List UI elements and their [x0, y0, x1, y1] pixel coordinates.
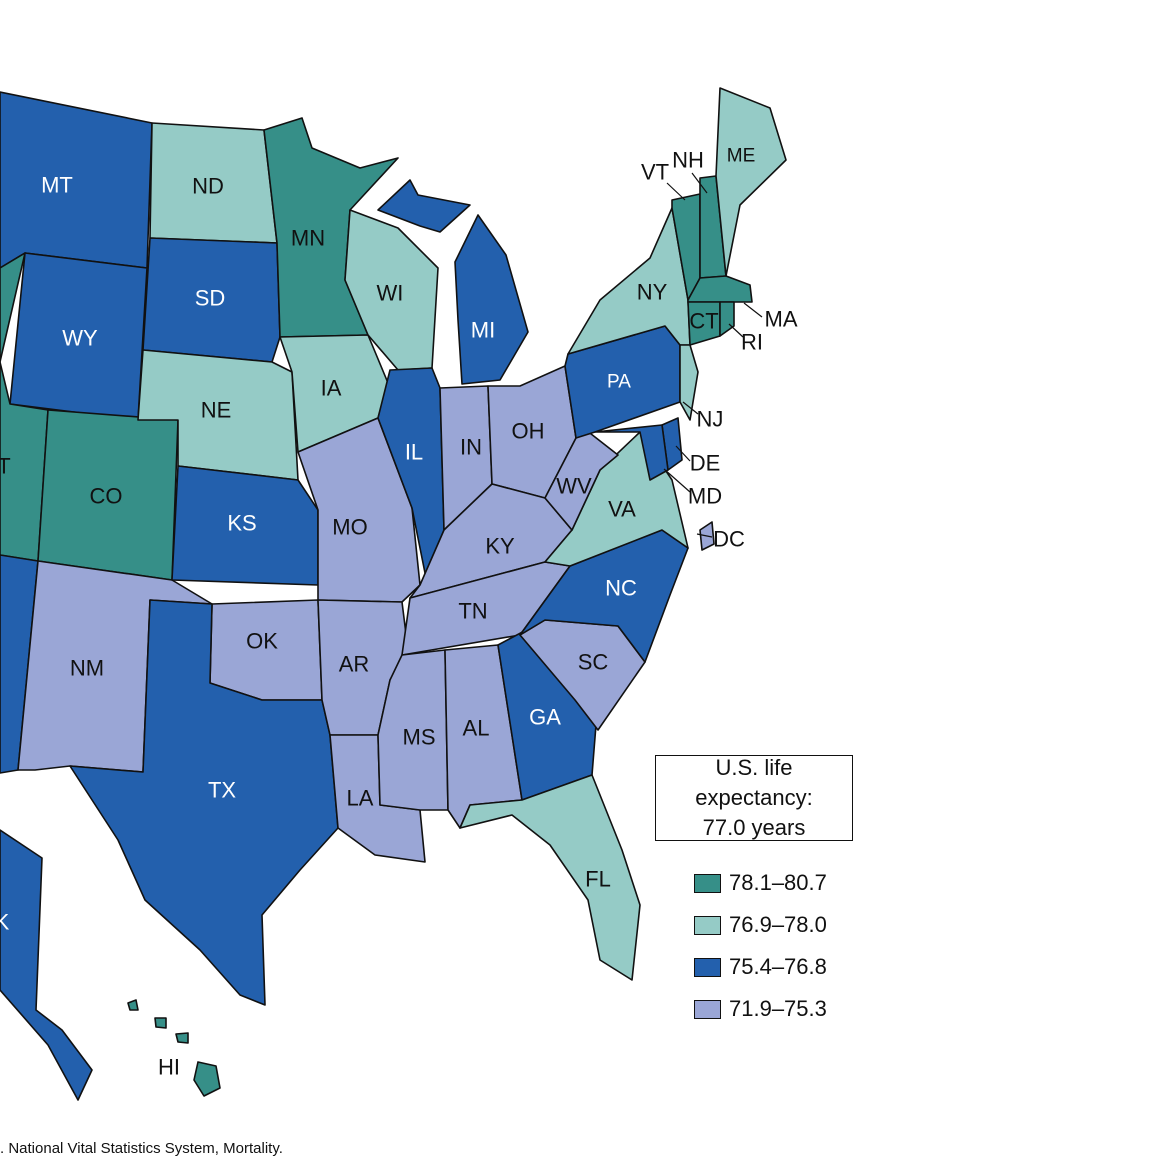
- label-me: ME: [727, 146, 756, 167]
- label-ct: CT: [689, 309, 718, 334]
- legend-label: 78.1–80.7: [729, 870, 827, 895]
- state-tx: [69, 599, 339, 1006]
- label-de: DE: [690, 451, 721, 476]
- state-ri: [719, 301, 735, 337]
- label-co: CO: [90, 484, 123, 509]
- label-nj: NJ: [697, 407, 724, 432]
- label-oh: OH: [512, 419, 545, 444]
- label-ut: T: [0, 454, 11, 479]
- label-nd: ND: [192, 174, 224, 199]
- legend-label: 75.4–76.8: [729, 954, 827, 979]
- label-mt: MT: [41, 173, 73, 198]
- legend-item: 71.9–75.3: [694, 988, 827, 1030]
- legend: 78.1–80.7 76.9–78.0 75.4–76.8 71.9–75.3: [694, 862, 827, 1030]
- state-ny: [567, 207, 691, 355]
- legend-swatch: [694, 957, 721, 977]
- state-hi-3: [175, 1032, 189, 1044]
- label-il: IL: [405, 440, 423, 465]
- label-ia: IA: [321, 376, 342, 401]
- label-al: AL: [463, 716, 490, 741]
- label-tx: TX: [208, 778, 236, 803]
- label-ak: K: [0, 910, 10, 935]
- label-nm: NM: [70, 656, 104, 681]
- state-id: [0, 252, 26, 363]
- summary-value: 77.0 years: [702, 815, 806, 840]
- label-mo: MO: [332, 515, 367, 540]
- legend-label: 71.9–75.3: [729, 996, 827, 1021]
- label-la: LA: [347, 786, 374, 811]
- label-wi: WI: [377, 281, 404, 306]
- state-mi-up: [377, 179, 471, 233]
- label-mn: MN: [291, 226, 325, 251]
- state-hi-2: [154, 1017, 167, 1029]
- label-hi: HI: [158, 1055, 180, 1080]
- label-mi: MI: [471, 318, 495, 343]
- state-fl: [459, 774, 641, 981]
- label-va: VA: [608, 497, 636, 522]
- legend-item: 75.4–76.8: [694, 946, 827, 988]
- label-pa: PA: [607, 372, 631, 393]
- label-dc: DC: [713, 527, 745, 552]
- legend-item: 78.1–80.7: [694, 862, 827, 904]
- label-in: IN: [460, 435, 482, 460]
- legend-item: 76.9–78.0: [694, 904, 827, 946]
- label-md: MD: [688, 484, 722, 509]
- label-sc: SC: [578, 650, 609, 675]
- state-sd: [142, 237, 281, 363]
- label-ok: OK: [246, 629, 278, 654]
- legend-swatch: [694, 873, 721, 893]
- label-ms: MS: [403, 725, 436, 750]
- state-me: [715, 87, 787, 277]
- label-ar: AR: [339, 652, 370, 677]
- state-md: [594, 424, 669, 481]
- state-mt: [0, 91, 153, 269]
- label-ne: NE: [201, 398, 232, 423]
- label-nc: NC: [605, 576, 637, 601]
- summary-title: U.S. life expectancy:: [695, 755, 813, 810]
- state-hi-4: [193, 1061, 221, 1097]
- label-wv: WV: [556, 474, 592, 499]
- label-fl: FL: [585, 867, 611, 892]
- state-nj: [679, 344, 699, 421]
- label-ks: KS: [227, 511, 256, 536]
- label-wy: WY: [62, 326, 98, 351]
- label-tn: TN: [458, 599, 487, 624]
- state-hi-1: [127, 999, 139, 1011]
- label-ma: MA: [765, 307, 798, 332]
- summary-box: U.S. life expectancy: 77.0 years: [655, 755, 853, 841]
- legend-swatch: [694, 999, 721, 1019]
- label-ky: KY: [485, 534, 515, 559]
- legend-swatch: [694, 915, 721, 935]
- state-mi: [454, 214, 529, 385]
- legend-label: 76.9–78.0: [729, 912, 827, 937]
- source-note: . National Vital Statistics System, Mort…: [0, 1140, 283, 1157]
- label-ga: GA: [529, 705, 561, 730]
- label-ny: NY: [637, 280, 668, 305]
- label-sd: SD: [195, 286, 226, 311]
- label-ri: RI: [741, 330, 763, 355]
- state-ak: [0, 829, 93, 1101]
- label-nh: NH: [672, 148, 704, 173]
- label-vt: VT: [641, 160, 669, 185]
